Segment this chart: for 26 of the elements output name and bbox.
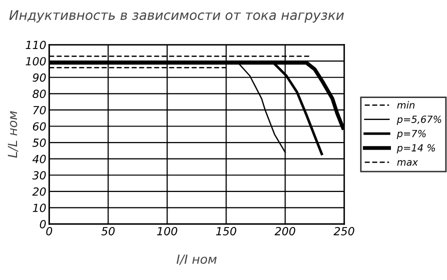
legend-label: р=7%	[396, 130, 426, 140]
legend-label: р=5,67%	[396, 116, 442, 125]
x-tick-label: 50	[101, 226, 115, 236]
y-tick-label: 20	[32, 187, 46, 196]
x-tick-label: 250	[334, 226, 354, 236]
y-tick-label: 30	[32, 171, 46, 180]
y-tick-label: 60	[32, 122, 46, 131]
y-tick-label: 0	[40, 220, 46, 228]
x-axis-title: I/I ном	[176, 254, 217, 265]
x-tick-label: 100	[157, 226, 178, 236]
y-tick-label: 110	[26, 40, 46, 50]
y-axis-title: L/L ном	[8, 111, 18, 158]
x-tick-label: 200	[274, 226, 296, 236]
y-tick-label: 90	[32, 73, 46, 82]
legend-label: max	[397, 160, 418, 166]
y-tick-label: 50	[32, 138, 46, 147]
legend-label: р=14 %	[396, 144, 435, 154]
y-tick-label: 10	[32, 204, 46, 212]
y-tick-label: 80	[32, 90, 46, 98]
x-tick-label: 0	[46, 226, 52, 236]
x-tick-label: 150	[216, 226, 236, 236]
y-tick-label: 40	[32, 154, 46, 164]
chart-title: Индуктивность в зависимости от тока нагрузки	[9, 10, 344, 23]
legend-label: min	[397, 101, 414, 109]
y-tick-label: 70	[33, 106, 46, 114]
y-tick-label: 100	[26, 57, 46, 66]
